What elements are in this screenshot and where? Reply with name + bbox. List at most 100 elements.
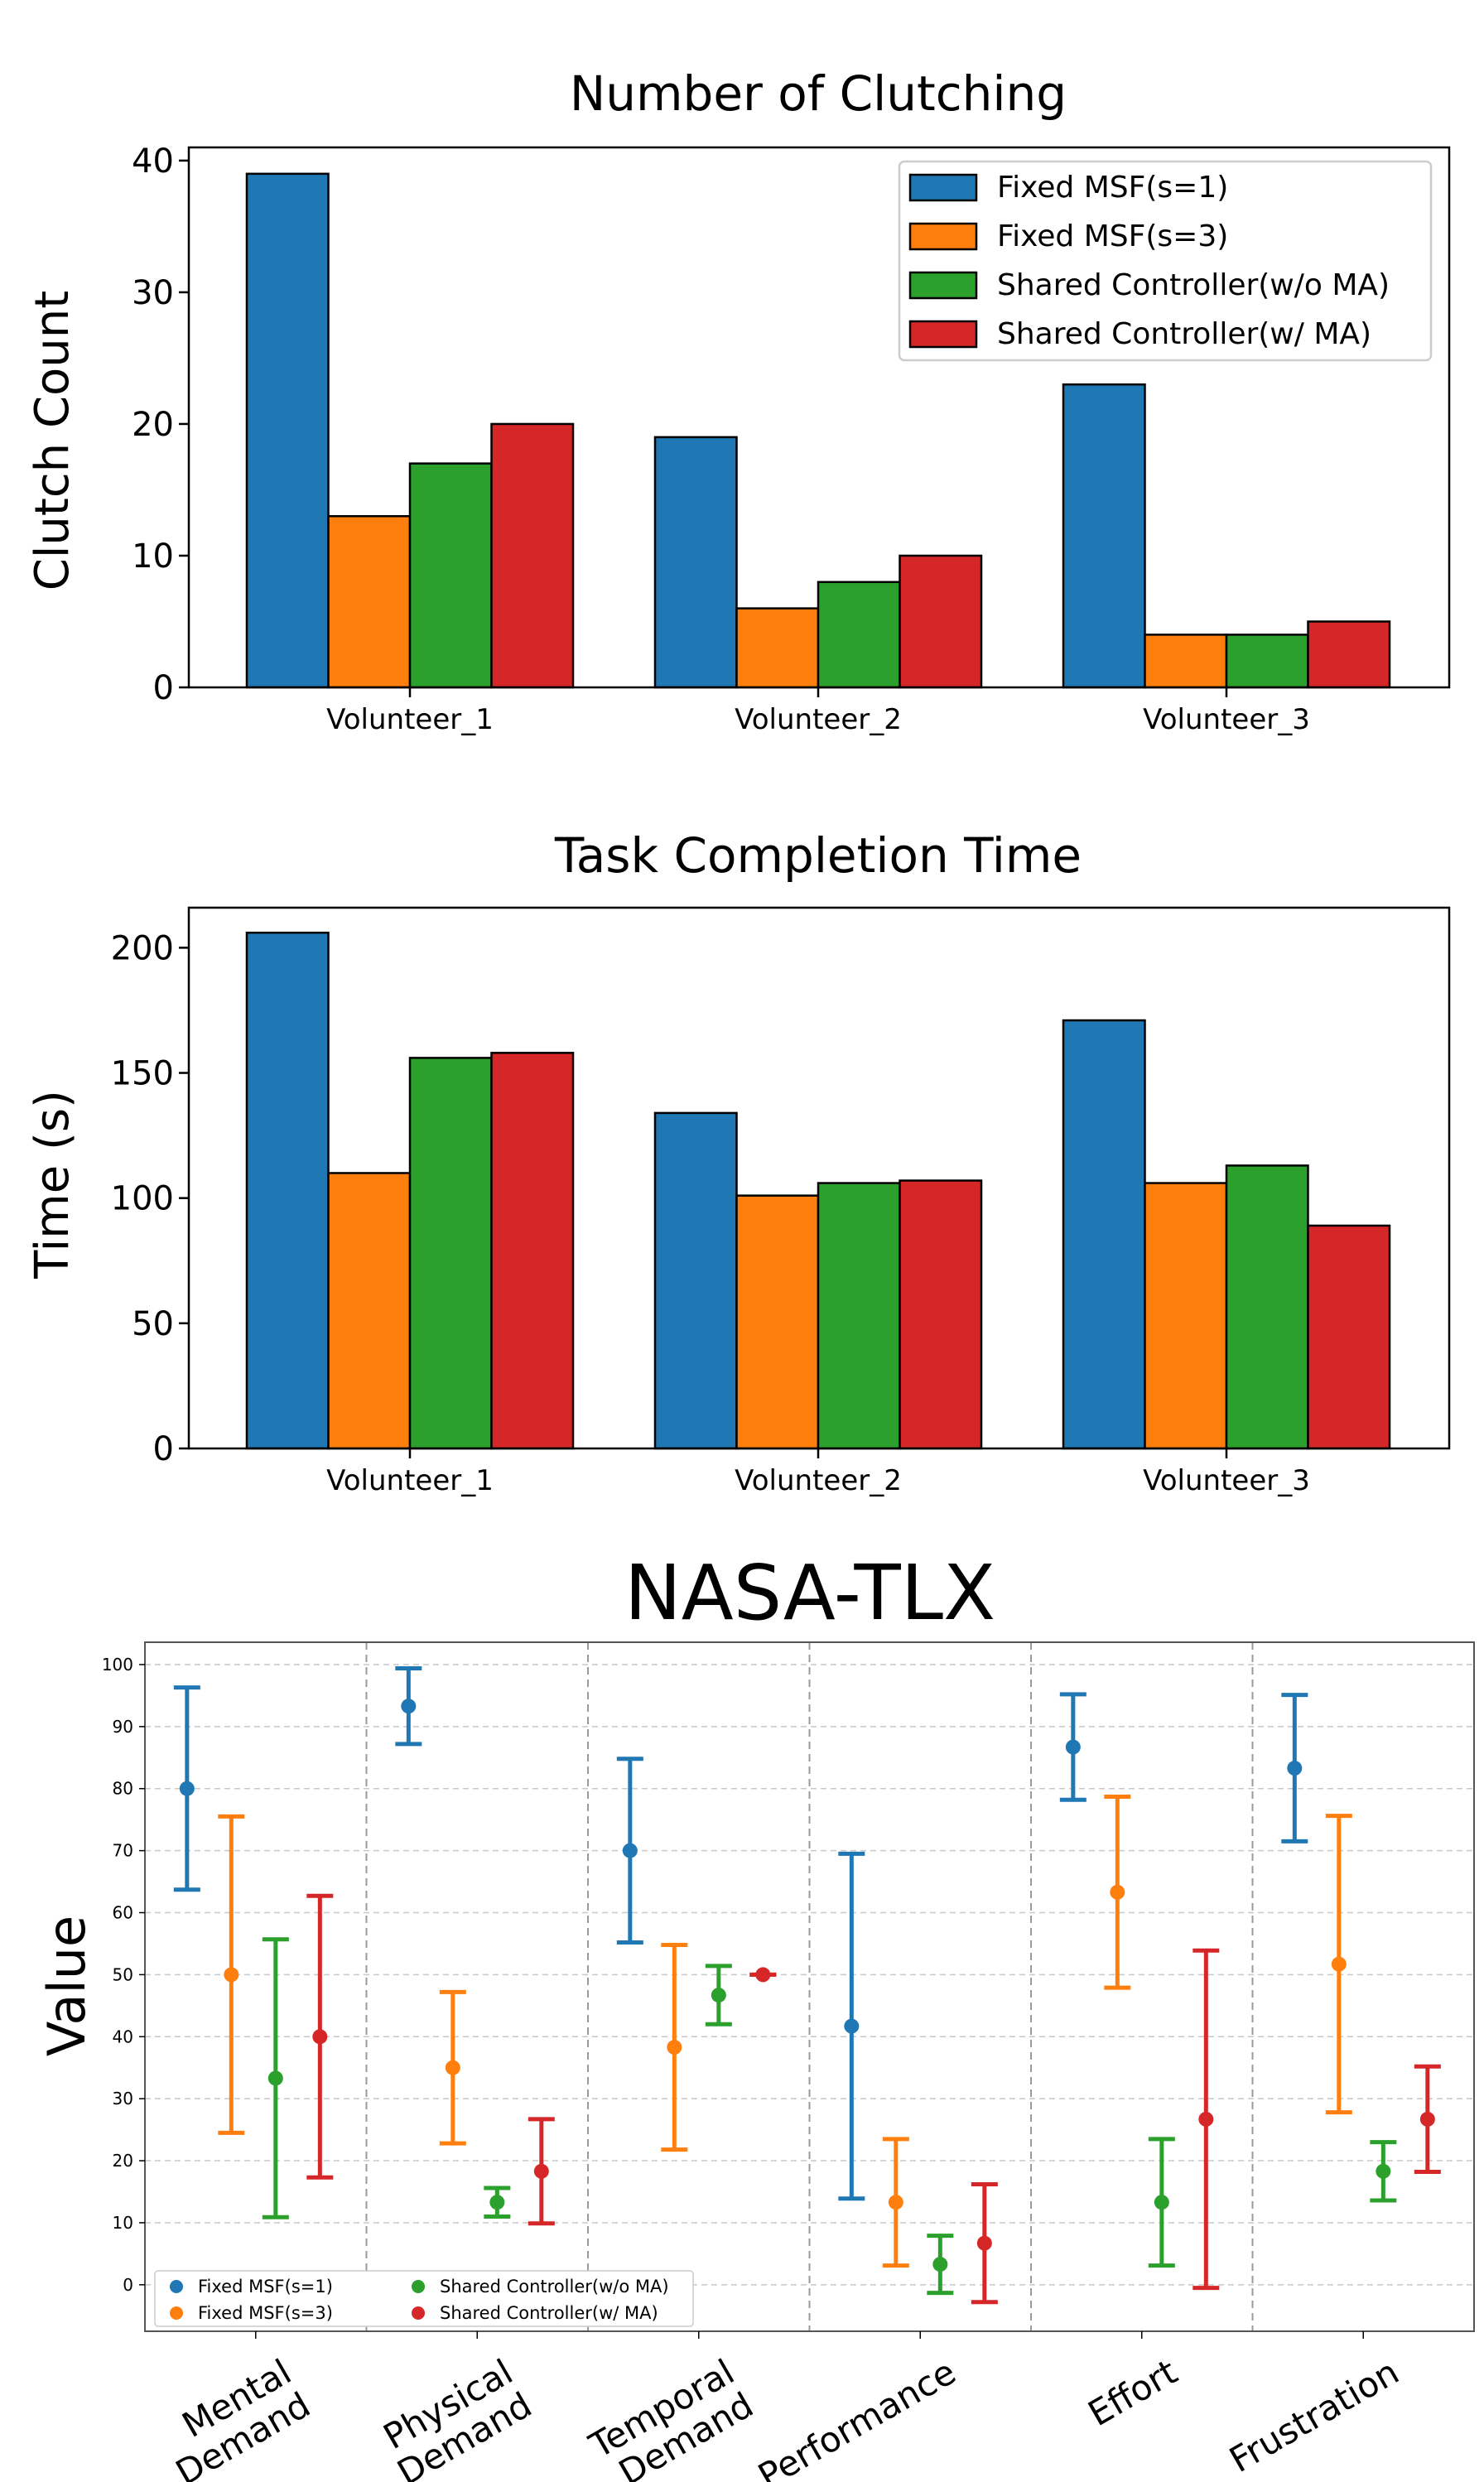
y-tick-label: 10 xyxy=(132,537,174,576)
chart-task-completion-time: Task Completion Time Time (s) 0 50 100 150 2… xyxy=(26,827,1451,1497)
bar-3-volunteer_1 xyxy=(408,462,493,689)
bar-4-volunteer_1 xyxy=(490,422,575,689)
errorbar-4-1 xyxy=(306,1893,334,2180)
mean-point xyxy=(932,2257,948,2272)
chart-title: Task Completion Time xyxy=(554,827,1082,884)
mean-point xyxy=(1065,1739,1081,1755)
bar-3-volunteer_2 xyxy=(817,581,901,689)
mean-point xyxy=(224,1967,239,1983)
bar-3-volunteer_3 xyxy=(1225,1164,1309,1450)
y-tick-label: 40 xyxy=(132,142,174,181)
mean-point xyxy=(1331,1956,1347,1972)
y-tick-label: 0 xyxy=(153,669,174,707)
bar-4-volunteer_2 xyxy=(899,1179,983,1450)
y-tick-label: 70 xyxy=(113,1841,133,1861)
y-tick-label: 10 xyxy=(113,2213,133,2233)
bar-4-volunteer_1 xyxy=(490,1052,575,1450)
y-tick-label: 100 xyxy=(102,1655,133,1675)
legend-label: Fixed MSF(s=1) xyxy=(997,171,1228,205)
errorbar-3-5 xyxy=(1148,2137,1175,2268)
bar-3-volunteer_2 xyxy=(817,1182,901,1450)
bar-1-volunteer_1 xyxy=(245,172,330,689)
x-tick-label: Volunteer_3 xyxy=(1143,703,1310,736)
mean-point xyxy=(445,2060,460,2075)
mean-point xyxy=(1419,2111,1435,2127)
x-tick-label: Volunteer_1 xyxy=(326,1464,494,1497)
bar-1-volunteer_2 xyxy=(653,1111,738,1450)
legend-swatch xyxy=(908,271,978,300)
y-tick-label: 200 xyxy=(111,929,174,967)
legend-label: Shared Controller(w/o MA) xyxy=(997,268,1390,302)
mean-point xyxy=(179,1781,195,1796)
y-tick-label: 0 xyxy=(123,2275,133,2295)
y-tick-label: 60 xyxy=(113,1903,133,1923)
errorbar-4-3 xyxy=(749,1967,777,1983)
errorbar-4-2 xyxy=(528,2117,555,2226)
y-axis-label: Value xyxy=(36,1916,97,2056)
y-tick-label: 40 xyxy=(113,2027,133,2046)
errorbar-4-5 xyxy=(1192,1948,1220,2291)
errorbar-3-1 xyxy=(262,1937,289,2219)
bar-1-volunteer_3 xyxy=(1062,383,1146,689)
y-tick-label: 30 xyxy=(113,2089,133,2108)
x-tick-label: Performance xyxy=(751,2351,962,2482)
legend-label: Fixed MSF(s=1) xyxy=(198,2277,333,2296)
errorbar-3-4 xyxy=(927,2234,954,2296)
y-tick-label: 20 xyxy=(132,406,174,444)
y-tick-label: 50 xyxy=(113,1964,133,1984)
y-tick-label: 150 xyxy=(111,1055,174,1093)
bar-2-volunteer_3 xyxy=(1144,1182,1228,1450)
x-tick-label: PhysicalDemand xyxy=(371,2351,538,2482)
legend-swatch xyxy=(908,222,978,251)
chart-nasa-tlx: NASA-TLX Value 0 10 20 30 40 50 60 70 80 90 100 Men… xyxy=(36,1549,1475,2482)
x-tick-label: Volunteer_2 xyxy=(735,1464,902,1497)
errorbar-3-3 xyxy=(705,1964,732,2027)
legend-label: Fixed MSF(s=3) xyxy=(997,219,1228,253)
x-tick-label: Frustration xyxy=(1222,2351,1405,2480)
legend-marker xyxy=(170,2280,183,2293)
legend-marker xyxy=(412,2280,425,2293)
legend-marker xyxy=(170,2306,183,2320)
mean-point xyxy=(622,1843,638,1858)
bar-1-volunteer_1 xyxy=(245,931,330,1450)
bar-3-volunteer_3 xyxy=(1225,634,1309,689)
legend-label: Shared Controller(w/o MA) xyxy=(440,2277,669,2296)
errorbar-2-2 xyxy=(439,1989,466,2146)
y-tick-label: 50 xyxy=(132,1305,174,1343)
y-axis-label: Time (s) xyxy=(26,1090,80,1280)
errorbar-1-5 xyxy=(1059,1692,1086,1802)
y-tick-label: 20 xyxy=(113,2151,133,2171)
bar-4-volunteer_3 xyxy=(1307,1224,1391,1450)
chart-title: Number of Clutching xyxy=(570,65,1067,122)
mean-point xyxy=(312,2029,328,2045)
mean-point xyxy=(489,2195,505,2210)
x-tick-label: MentalDemand xyxy=(150,2351,317,2482)
errorbar-4-4 xyxy=(971,2182,998,2305)
x-tick-label: TemporalDemand xyxy=(582,2351,760,2482)
errorbar-2-3 xyxy=(661,1942,688,2152)
y-axis-label: Clutch Count xyxy=(26,291,80,591)
mean-point xyxy=(1154,2195,1169,2210)
x-tick-label: Volunteer_2 xyxy=(735,703,902,736)
errorbar-2-6 xyxy=(1325,1814,1352,2115)
errorbar-1-2 xyxy=(395,1665,422,1747)
x-tick-label: Volunteer_1 xyxy=(326,703,494,736)
mean-point xyxy=(844,2018,860,2034)
chart-title: NASA-TLX xyxy=(624,1549,995,1637)
errorbar-1-4 xyxy=(838,1851,865,2201)
y-tick-label: 80 xyxy=(113,1779,133,1799)
x-tick-label: Volunteer_3 xyxy=(1143,1464,1310,1497)
legend-swatch xyxy=(908,173,978,202)
mean-point xyxy=(1287,1761,1303,1776)
bar-1-volunteer_3 xyxy=(1062,1019,1146,1450)
bar-4-volunteer_3 xyxy=(1307,620,1391,689)
mean-point xyxy=(976,2235,992,2251)
legend-box xyxy=(154,2270,694,2327)
errorbar-2-1 xyxy=(218,1814,245,2135)
bar-4-volunteer_2 xyxy=(899,554,983,689)
mean-point xyxy=(1376,2163,1391,2179)
legend-label: Fixed MSF(s=3) xyxy=(198,2303,333,2323)
chart-number-of-clutching: Number of Clutching Clutch Count 0 10 20 30… xyxy=(26,65,1451,736)
mean-point xyxy=(1110,1884,1125,1900)
